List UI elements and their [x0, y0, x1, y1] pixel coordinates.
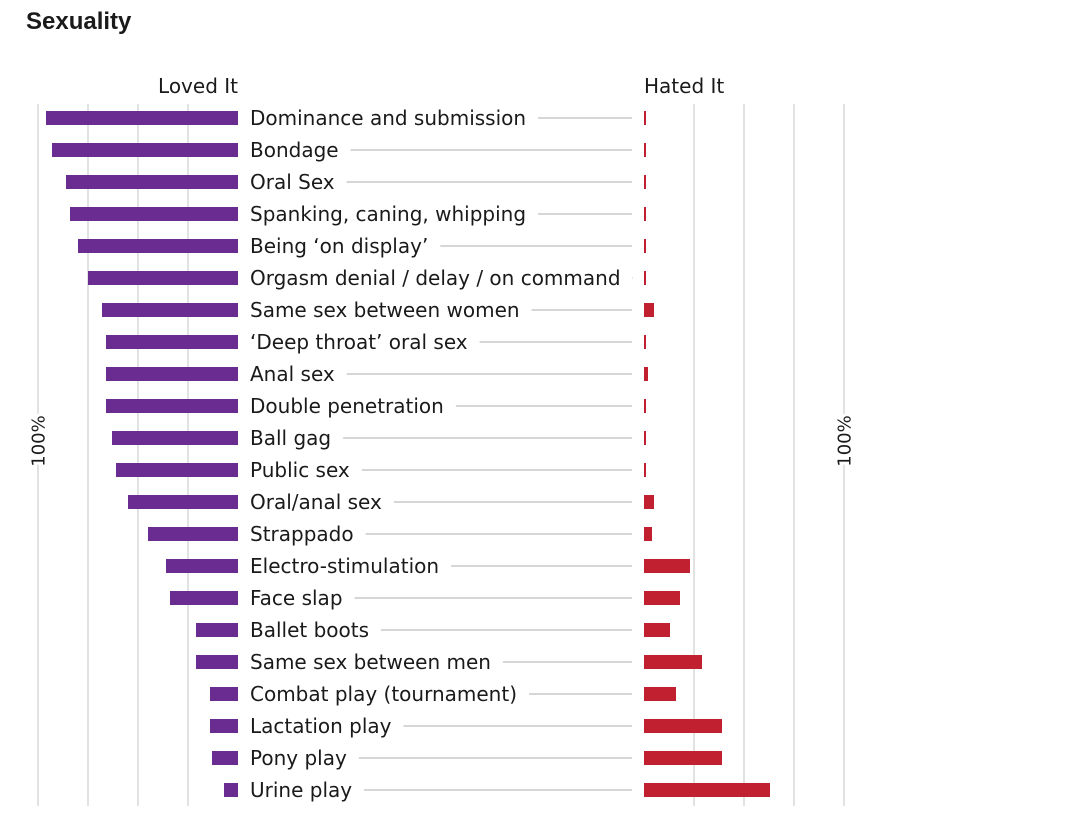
bar-loved-same-sex-between-women [102, 303, 238, 317]
category-label-urine-play: Urine play [250, 778, 352, 802]
bar-loved-combat-play-tournament [210, 687, 238, 701]
category-label-pony-play: Pony play [250, 746, 347, 770]
bar-hated-orgasm-denial-delay-on-command [644, 271, 646, 285]
bar-loved-bondage [52, 143, 238, 157]
category-label-face-slap: Face slap [250, 586, 343, 610]
bar-hated-lactation-play [644, 719, 722, 733]
category-label-dominance-and-submission: Dominance and submission [250, 106, 526, 130]
bar-loved-electro-stimulation [166, 559, 238, 573]
bar-hated-public-sex [644, 463, 646, 477]
bar-hated-pony-play [644, 751, 722, 765]
bar-loved-deep-throat-oral-sex [106, 335, 238, 349]
bar-hated-ball-gag [644, 431, 646, 445]
bar-loved-being-on-display [78, 239, 238, 253]
category-label-anal-sex: Anal sex [250, 362, 335, 386]
bar-loved-anal-sex [106, 367, 238, 381]
category-label-bondage: Bondage [250, 138, 339, 162]
bar-hated-ballet-boots [644, 623, 670, 637]
category-label-ball-gag: Ball gag [250, 426, 331, 450]
bar-hated-same-sex-between-men [644, 655, 702, 669]
category-label-same-sex-between-women: Same sex between women [250, 298, 520, 322]
bar-hated-anal-sex [644, 367, 648, 381]
legend-loved-it: Loved It [158, 74, 238, 98]
bar-hated-electro-stimulation [644, 559, 690, 573]
bar-loved-lactation-play [210, 719, 238, 733]
category-label-lactation-play: Lactation play [250, 714, 392, 738]
bar-loved-pony-play [212, 751, 238, 765]
category-label-spanking-caning-whipping: Spanking, caning, whipping [250, 202, 526, 226]
category-label-electro-stimulation: Electro-stimulation [250, 554, 439, 578]
bar-loved-same-sex-between-men [196, 655, 238, 669]
bar-loved-oral-anal-sex [128, 495, 238, 509]
category-label-being-on-display: Being ‘on display’ [250, 234, 428, 258]
category-label-strappado: Strappado [250, 522, 354, 546]
category-label-combat-play-tournament: Combat play (tournament) [250, 682, 517, 706]
bar-loved-oral-sex [66, 175, 238, 189]
axis-label-left-100: 100% [28, 415, 49, 466]
bar-hated-strappado [644, 527, 652, 541]
axis-label-right-100: 100% [834, 415, 855, 466]
bar-loved-spanking-caning-whipping [70, 207, 238, 221]
legend-hated-it: Hated It [644, 74, 724, 98]
bar-loved-urine-play [224, 783, 238, 797]
bar-hated-oral-anal-sex [644, 495, 654, 509]
bar-hated-oral-sex [644, 175, 646, 189]
bar-hated-bondage [644, 143, 646, 157]
bar-hated-being-on-display [644, 239, 646, 253]
bar-loved-face-slap [170, 591, 238, 605]
bar-loved-ballet-boots [196, 623, 238, 637]
category-label-deep-throat-oral-sex: ‘Deep throat’ oral sex [250, 330, 468, 354]
bar-loved-dominance-and-submission [46, 111, 238, 125]
bar-hated-face-slap [644, 591, 680, 605]
bar-loved-ball-gag [112, 431, 238, 445]
bar-hated-spanking-caning-whipping [644, 207, 646, 221]
bar-loved-strappado [148, 527, 238, 541]
bar-hated-same-sex-between-women [644, 303, 654, 317]
bar-hated-combat-play-tournament [644, 687, 676, 701]
category-label-oral-sex: Oral Sex [250, 170, 335, 194]
category-label-public-sex: Public sex [250, 458, 350, 482]
bar-hated-urine-play [644, 783, 770, 797]
bar-hated-dominance-and-submission [644, 111, 646, 125]
chart-title: Sexuality [26, 8, 132, 35]
bar-hated-double-penetration [644, 399, 646, 413]
bar-loved-public-sex [116, 463, 238, 477]
category-label-orgasm-denial-delay-on-command: Orgasm denial / delay / on command [250, 266, 621, 290]
category-label-oral-anal-sex: Oral/anal sex [250, 490, 382, 514]
category-label-double-penetration: Double penetration [250, 394, 444, 418]
category-label-ballet-boots: Ballet boots [250, 618, 369, 642]
bar-loved-orgasm-denial-delay-on-command [88, 271, 238, 285]
category-label-same-sex-between-men: Same sex between men [250, 650, 491, 674]
bar-loved-double-penetration [106, 399, 238, 413]
bar-hated-deep-throat-oral-sex [644, 335, 646, 349]
